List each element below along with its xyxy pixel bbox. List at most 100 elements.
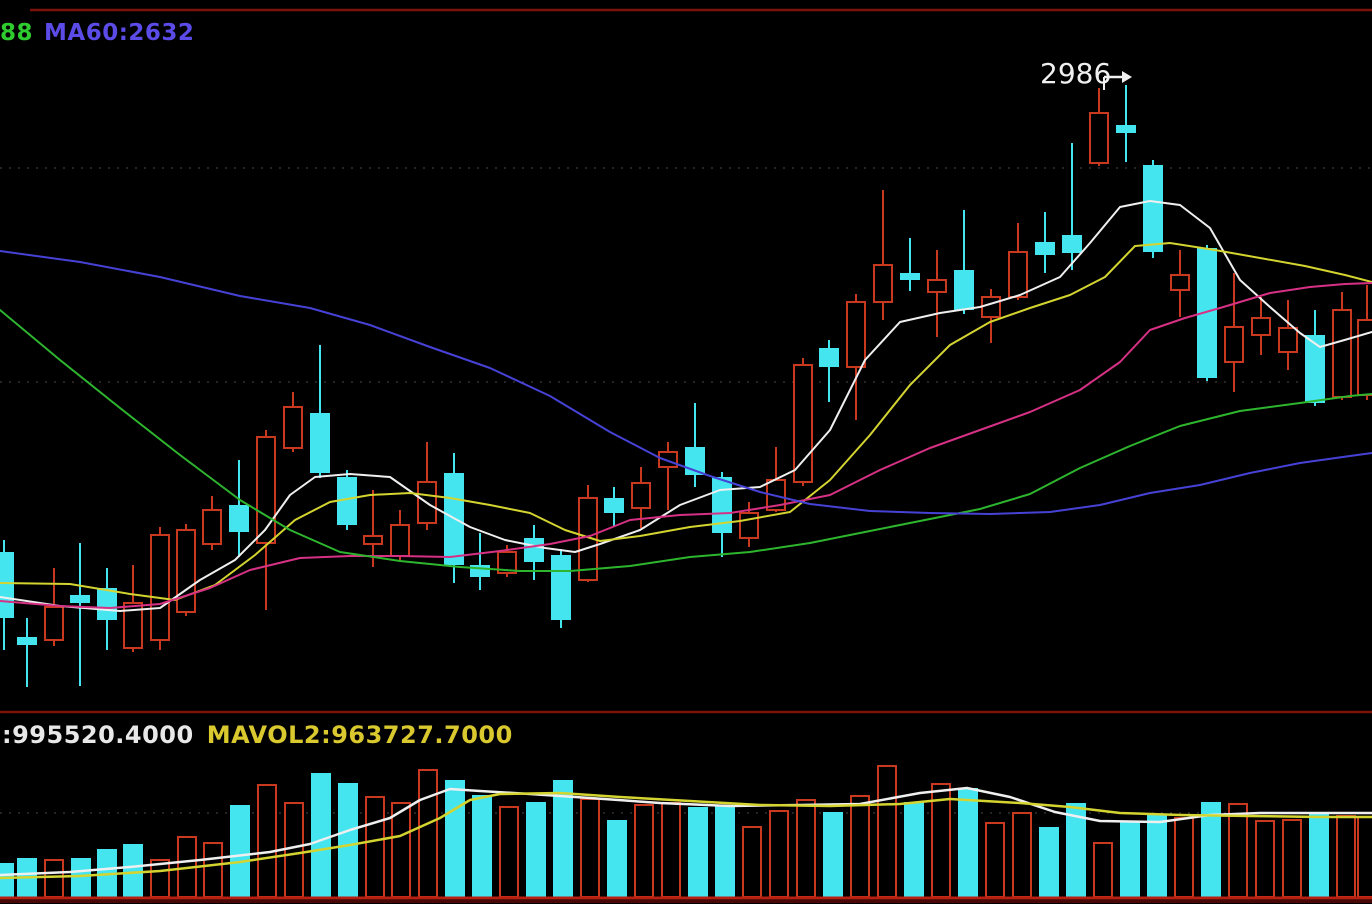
- candle-body-up: [1089, 112, 1109, 164]
- candle-body-up: [44, 606, 64, 641]
- volume-bar-up: [203, 842, 223, 898]
- candle-body-down: [954, 270, 974, 310]
- candle-body-up: [363, 535, 383, 545]
- volume-bar-up: [661, 802, 681, 898]
- volume-bar-down: [958, 788, 978, 897]
- volume-bar-down: [445, 780, 465, 897]
- ma-legend: 88 MA60:2632: [0, 22, 194, 45]
- candle-body-up: [1332, 309, 1352, 398]
- candle-body-down: [470, 565, 490, 577]
- candle-body-up: [1357, 319, 1372, 396]
- mavol1-white-line: [0, 786, 1372, 877]
- candle-body-down: [900, 273, 920, 280]
- candle-body-up: [631, 482, 651, 509]
- volume-ma-legend: :995520.4000 MAVOL2:963727.7000: [2, 723, 513, 747]
- volume-bar-down: [715, 805, 735, 897]
- volume-bar-down: [1066, 803, 1086, 897]
- candle-body-up: [390, 524, 410, 557]
- candle-body-up: [927, 279, 947, 293]
- volume-bar-down: [1039, 827, 1059, 897]
- candle-body-up: [739, 512, 759, 539]
- candle-body-down: [97, 588, 117, 620]
- ma60-blue-line: [0, 250, 1372, 515]
- candle-body-down: [0, 552, 14, 618]
- candle-body-down: [1305, 335, 1325, 403]
- volume-bar-up: [44, 859, 64, 898]
- ma60-label: MA60:2632: [44, 20, 195, 46]
- candle-body-up: [981, 296, 1001, 318]
- volume-bar-up: [580, 798, 600, 898]
- volume-bar-up: [1357, 816, 1372, 898]
- volume-bar-up: [1174, 817, 1194, 898]
- volume-bar-up: [796, 799, 816, 898]
- mavol2-yellow-line: [0, 791, 1372, 880]
- candle-body-down: [524, 538, 544, 562]
- candle-body-down: [604, 498, 624, 513]
- volume-bar-down: [0, 863, 14, 897]
- candle-body-up: [1278, 327, 1298, 353]
- mavol2-label: MAVOL2:963727.7000: [206, 721, 513, 749]
- candle-body-down: [1062, 235, 1082, 253]
- candle-body-up: [283, 406, 303, 449]
- annotation-arrow-head: [1122, 71, 1132, 83]
- candle-body-down: [1143, 165, 1163, 252]
- volume-bar-down: [1120, 821, 1140, 897]
- volume-bar-up: [284, 802, 304, 898]
- volume-bar-down: [904, 802, 924, 897]
- candle-body-down: [70, 595, 90, 603]
- volume-bar-down: [338, 783, 358, 897]
- candle-body-down: [1035, 242, 1055, 255]
- volume-bar-up: [1012, 812, 1032, 898]
- volume-bar-up: [850, 795, 870, 898]
- volume-bar-down: [123, 844, 143, 897]
- candle-body-up: [1224, 326, 1244, 363]
- volume-bar-down: [1201, 802, 1221, 897]
- volume-bar-up: [365, 796, 385, 898]
- ma-yellow-line: [0, 242, 1372, 601]
- volume-bar-up: [877, 765, 897, 898]
- price-annotation-text: 2986: [1040, 57, 1112, 90]
- candle-body-up: [176, 529, 196, 613]
- candle-body-up: [123, 602, 143, 649]
- volume-bar-up: [769, 810, 789, 898]
- volume-bar-up: [391, 802, 411, 898]
- volume-bar-down: [823, 812, 843, 897]
- volume-bar-up: [634, 804, 654, 898]
- ma-fast-white-line: [0, 200, 1372, 612]
- candle-body-up: [873, 264, 893, 303]
- volume-bar-down: [1147, 815, 1167, 897]
- volume-bar-up: [257, 784, 277, 898]
- candle-body-down: [1197, 248, 1217, 378]
- candle-body-down: [229, 505, 249, 532]
- volume-bar-down: [472, 795, 492, 897]
- candle-body-down: [1116, 125, 1136, 133]
- volume-bar-down: [71, 858, 91, 897]
- volume-bar-up: [985, 822, 1005, 898]
- volume-bar-up: [1228, 803, 1248, 898]
- candle-body-up: [793, 364, 813, 483]
- candle-body-down: [819, 348, 839, 367]
- volume-bar-down: [311, 773, 331, 897]
- candle-body-up: [497, 551, 517, 574]
- candle-body-up: [846, 301, 866, 368]
- volume-bar-up: [1282, 819, 1302, 898]
- candle-body-up: [202, 509, 222, 545]
- candle-body-up: [1170, 274, 1190, 291]
- volume-bar-up: [418, 769, 438, 898]
- ma-green-line: [0, 309, 1372, 572]
- candle-body-up: [1251, 317, 1271, 336]
- candle-body-up: [1008, 251, 1028, 298]
- volume-bar-down: [688, 807, 708, 897]
- volume-bar-up: [1255, 820, 1275, 898]
- price-annotation: 2986: [1040, 60, 1111, 88]
- volume-bar-up: [499, 806, 519, 898]
- volume-bar-down: [553, 780, 573, 897]
- volume-bar-down: [526, 802, 546, 897]
- candle-body-down: [17, 637, 37, 645]
- volume-bar-down: [97, 849, 117, 897]
- candle-body-down: [310, 413, 330, 473]
- candle-body-down: [551, 555, 571, 620]
- volume-bar-down: [1309, 813, 1329, 897]
